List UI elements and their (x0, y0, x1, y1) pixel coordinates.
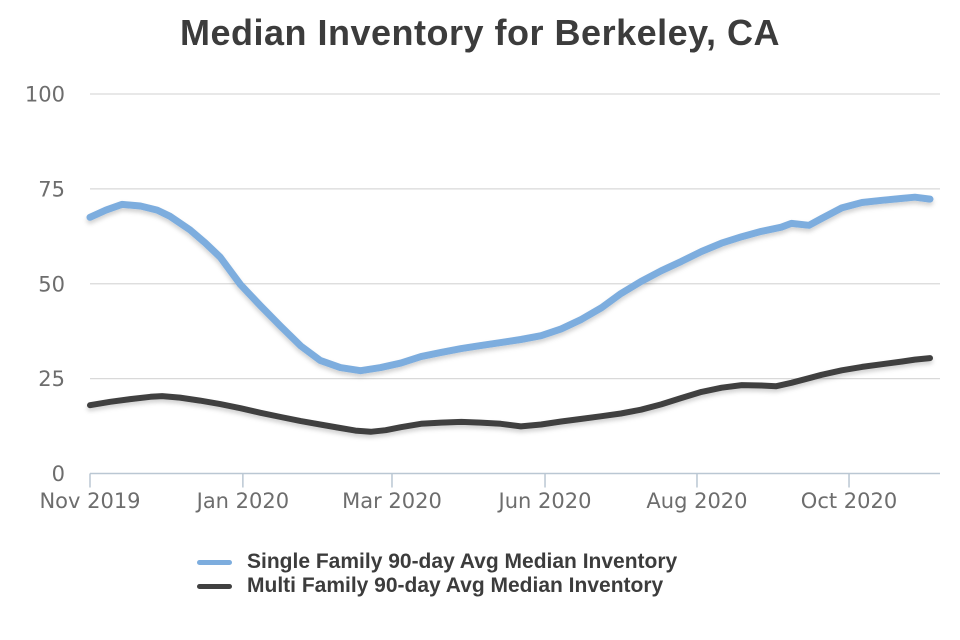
x-axis-tick-label: Aug 2020 (646, 489, 747, 513)
y-axis-tick-label: 0 (52, 462, 65, 486)
legend: Single Family 90-day Avg Median Inventor… (197, 550, 677, 598)
y-axis-tick-label: 50 (38, 272, 65, 296)
x-axis-tick-label: Nov 2019 (39, 489, 140, 513)
legend-swatch-single-family (197, 559, 232, 565)
y-axis-tick-label: 100 (25, 83, 65, 107)
multi-family-line (87, 355, 933, 435)
legend-label-single-family: Single Family 90-day Avg Median Inventor… (247, 550, 678, 573)
x-axis-tick-label: Jan 2020 (195, 489, 290, 513)
legend-label-multi-family: Multi Family 90-day Avg Median Inventory (247, 574, 664, 597)
legend-item-single-family[interactable]: Single Family 90-day Avg Median Inventor… (197, 550, 677, 574)
y-axis-tick-label: 25 (38, 367, 65, 391)
y-axis-tick-label: 75 (38, 177, 65, 201)
chart-plot-area: 0 25 50 75 100 Nov 2019 Jan 2020 Mar 2020 Jun 20… (25, 83, 940, 513)
x-axis-tick-label: Oct 2020 (801, 489, 897, 513)
x-axis-tick-label: Mar 2020 (342, 489, 442, 513)
legend-item-multi-family[interactable]: Multi Family 90-day Avg Median Inventory (197, 574, 677, 598)
x-axis-tick-label: Jun 2020 (497, 489, 592, 513)
chart-title: Median Inventory for Berkeley, CA (180, 12, 780, 53)
single-family-line (86, 193, 934, 375)
legend-swatch-multi-family (197, 583, 232, 589)
